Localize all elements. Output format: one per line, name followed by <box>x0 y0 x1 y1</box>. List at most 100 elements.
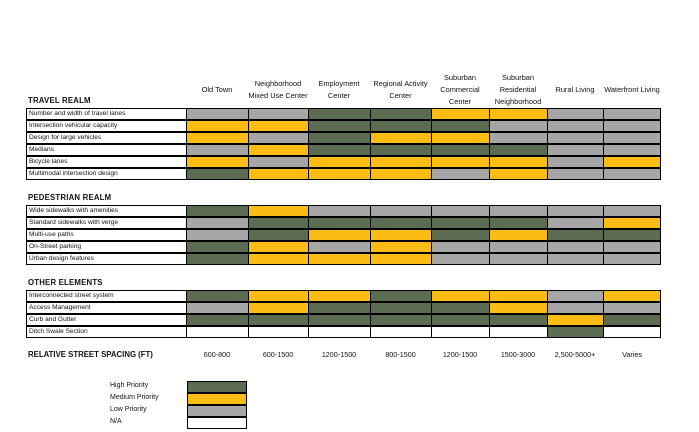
priority-cell <box>431 120 489 132</box>
priority-cell <box>489 120 547 132</box>
table-row: Bicycle lanes <box>26 156 661 168</box>
priority-cell <box>308 168 370 180</box>
spacing-value: Varies <box>622 350 642 359</box>
priority-cell <box>308 132 370 144</box>
priority-cell <box>370 156 431 168</box>
priority-cell <box>308 156 370 168</box>
priority-cell <box>308 314 370 326</box>
priority-cell <box>308 302 370 314</box>
priority-cell <box>431 156 489 168</box>
spacing-value: 600-800 <box>203 350 231 359</box>
priority-cell <box>186 205 248 217</box>
table-row: On-Street parking <box>26 241 661 253</box>
priority-cell <box>431 290 489 302</box>
priority-cell <box>547 205 603 217</box>
priority-cell <box>547 156 603 168</box>
priority-cell <box>370 168 431 180</box>
legend-label: N/A <box>110 418 122 425</box>
priority-cell <box>489 253 547 265</box>
priority-cell <box>603 229 661 241</box>
priority-cell <box>431 108 489 120</box>
priority-cell <box>547 217 603 229</box>
priority-cell <box>431 168 489 180</box>
priority-cell <box>547 168 603 180</box>
row-label: Multimodal intersection design <box>26 168 186 180</box>
priority-cell <box>248 168 308 180</box>
priority-cell <box>547 229 603 241</box>
priority-cell <box>603 253 661 265</box>
priority-cell <box>547 144 603 156</box>
legend-label: Low Priority <box>110 406 147 413</box>
priority-cell <box>186 290 248 302</box>
priority-cell <box>248 253 308 265</box>
priority-cell <box>308 290 370 302</box>
legend-swatch <box>187 405 247 417</box>
row-label: On-Street parking <box>26 241 186 253</box>
priority-cell <box>489 156 547 168</box>
priority-cell <box>248 120 308 132</box>
priority-cell <box>308 217 370 229</box>
priority-cell <box>431 241 489 253</box>
priority-cell <box>489 314 547 326</box>
priority-cell <box>603 168 661 180</box>
row-label: Number and width of travel lanes <box>26 108 186 120</box>
priority-cell <box>370 290 431 302</box>
priority-cell <box>186 120 248 132</box>
priority-cell <box>248 290 308 302</box>
priority-cell <box>370 314 431 326</box>
priority-cell <box>431 253 489 265</box>
table-row: Intersection vehicular capacity <box>26 120 661 132</box>
row-label: Design for large vehicles <box>26 132 186 144</box>
priority-cell <box>186 217 248 229</box>
priority-cell <box>248 144 308 156</box>
row-label: Medians <box>26 144 186 156</box>
priority-cell <box>547 253 603 265</box>
legend-swatch <box>187 417 247 429</box>
priority-cell <box>431 217 489 229</box>
priority-cell <box>603 326 661 338</box>
priority-cell <box>248 217 308 229</box>
priority-cell <box>603 156 661 168</box>
priority-cell <box>547 108 603 120</box>
priority-cell <box>547 326 603 338</box>
spacing-value: 600-1500 <box>262 350 294 359</box>
priority-cell <box>489 132 547 144</box>
priority-cell <box>547 302 603 314</box>
spacing-label: RELATIVE STREET SPACING (FT) <box>28 350 153 359</box>
priority-cell <box>248 241 308 253</box>
priority-cell <box>603 205 661 217</box>
priority-cell <box>370 326 431 338</box>
priority-cell <box>308 205 370 217</box>
priority-cell <box>308 326 370 338</box>
priority-cell <box>248 229 308 241</box>
priority-cell <box>489 205 547 217</box>
priority-cell <box>370 132 431 144</box>
priority-cell <box>603 290 661 302</box>
priority-cell <box>489 241 547 253</box>
priority-cell <box>370 108 431 120</box>
priority-cell <box>248 108 308 120</box>
priority-cell <box>431 144 489 156</box>
priority-cell <box>248 302 308 314</box>
priority-cell <box>603 132 661 144</box>
priority-cell <box>370 144 431 156</box>
table-row: Interconnected street system <box>26 290 661 302</box>
table-row: Number and width of travel lanes <box>26 108 661 120</box>
spacing-value: 1200-1500 <box>442 350 478 359</box>
priority-cell <box>431 205 489 217</box>
row-label: Intersection vehicular capacity <box>26 120 186 132</box>
priority-cell <box>186 108 248 120</box>
spacing-value: 1500-3000 <box>500 350 536 359</box>
priority-cell <box>370 217 431 229</box>
row-label: Urban design features <box>26 253 186 265</box>
priority-cell <box>248 132 308 144</box>
priority-cell <box>489 168 547 180</box>
priority-cell <box>603 108 661 120</box>
priority-cell <box>308 120 370 132</box>
row-label: Ditch Swale Section <box>26 326 186 338</box>
priority-cell <box>603 144 661 156</box>
priority-cell <box>370 241 431 253</box>
priority-cell <box>186 253 248 265</box>
priority-cell <box>431 302 489 314</box>
table-row: Multi-use paths <box>26 229 661 241</box>
